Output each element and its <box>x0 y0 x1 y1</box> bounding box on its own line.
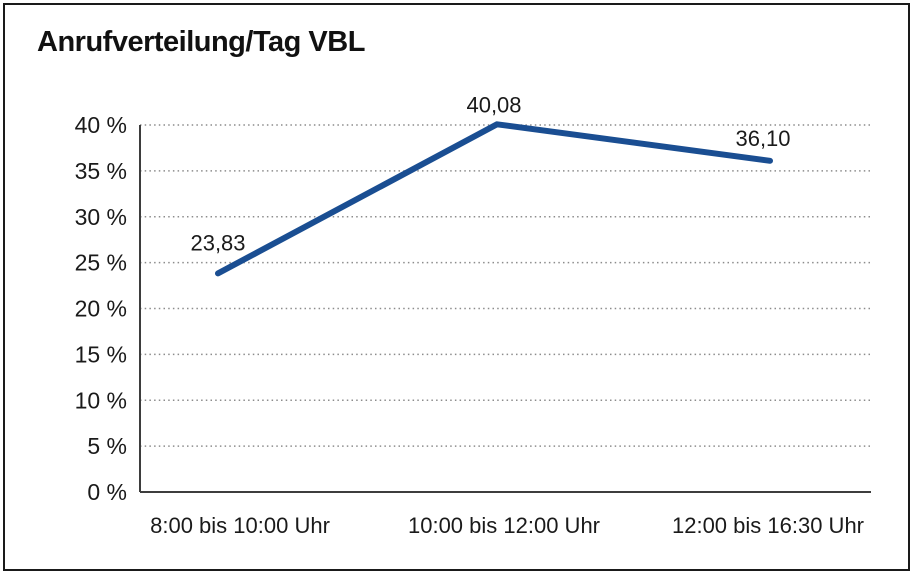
y-tick-label: 5 % <box>87 433 127 459</box>
data-line <box>215 121 773 277</box>
y-tick-label: 35 % <box>75 158 127 184</box>
data-point-label: 23,83 <box>190 230 245 255</box>
y-tick-label: 15 % <box>75 341 127 367</box>
y-tick-label: 40 % <box>75 112 127 138</box>
chart-frame-border <box>3 3 910 571</box>
x-category-label: 10:00 bis 12:00 Uhr <box>408 513 600 538</box>
y-tick-label: 20 % <box>75 296 127 322</box>
x-category-label: 8:00 bis 10:00 Uhr <box>150 513 330 538</box>
data-point-label: 36,10 <box>735 126 790 151</box>
x-category-label: 12:00 bis 16:30 Uhr <box>672 513 864 538</box>
y-tick-label: 10 % <box>75 387 127 413</box>
chart-title: Anrufverteilung/Tag VBL <box>37 26 365 58</box>
data-point-label: 40,08 <box>466 92 521 117</box>
y-tick-label: 30 % <box>75 204 127 230</box>
y-tick-label: 0 % <box>87 479 127 505</box>
y-tick-label: 25 % <box>75 250 127 276</box>
